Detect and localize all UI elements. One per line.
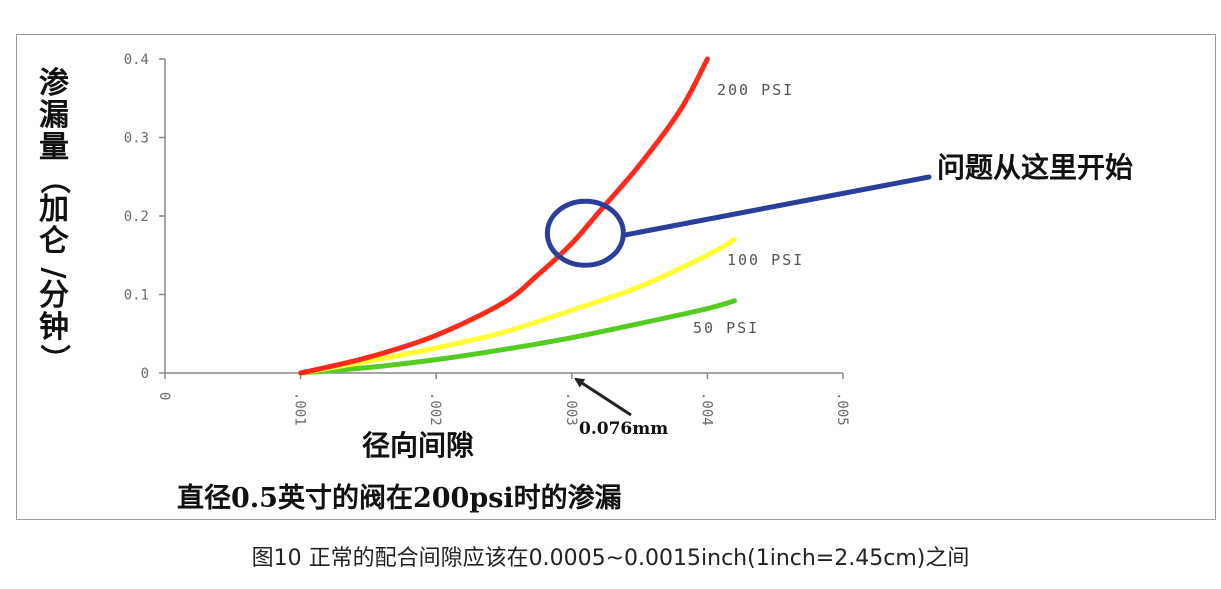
y-axis-label-char: 分 [39, 278, 69, 313]
figure-caption: 图10 正常的配合间隙应该在0.0005~0.0015inch(1inch=2.… [251, 546, 970, 571]
y-axis-label-char: 量 [39, 130, 69, 165]
x-tick-label: .001 [292, 392, 308, 426]
y-tick-label: 0.3 [124, 131, 149, 147]
chart-frame: 0 0.1 0.2 0.3 0.4 0 .001 .002 .003 .004 .005 200 P… [16, 34, 1216, 520]
clearance-arrow [574, 377, 632, 417]
series-label: 200 PSI [717, 81, 794, 99]
series-line-200-psi [298, 56, 710, 376]
chart-title: 直径0.5英寸的阀在200psi时的渗漏 [177, 482, 622, 514]
series-line-100-psi [298, 237, 738, 376]
y-tick-label: 0 [141, 366, 149, 382]
x-tick-label: .004 [698, 392, 714, 426]
series-labels: 200 PSI 100 PSI 50 PSI [693, 81, 804, 337]
y-tick-label: 0.2 [124, 209, 149, 225]
series-curves [298, 56, 738, 376]
problem-start-annotation: 问题从这里开始 [544, 151, 1133, 268]
axis-ticks: 0 0.1 0.2 0.3 0.4 0 .001 .002 .003 .004 .005 [124, 52, 850, 426]
x-tick-label: 0 [156, 392, 172, 400]
y-axis-label-char: 渗 [39, 66, 70, 101]
y-tick-label: 0.1 [124, 288, 149, 304]
series-label: 50 PSI [693, 319, 759, 337]
y-axis-label-char: 加 [39, 192, 69, 227]
y-axis-label-char: / [36, 268, 71, 279]
y-axis-label-char: （ [36, 164, 71, 194]
series-label: 100 PSI [727, 251, 804, 269]
y-axis-label-char: 仑 [39, 224, 69, 259]
problem-start-connector [620, 174, 932, 238]
problem-start-circle [544, 198, 626, 268]
x-tick-label: .005 [834, 392, 850, 426]
x-axis-label: 径向间隙 [362, 429, 474, 462]
y-axis-label-char: 漏 [39, 98, 69, 133]
clearance-label: 0.076mm [579, 419, 668, 439]
x-tick-label: .002 [427, 392, 443, 426]
series-line-50-psi [298, 298, 738, 376]
clearance-annotation: 0.076mm [574, 377, 668, 439]
x-tick-label: .003 [563, 392, 579, 426]
y-axis-label-char: 钟 [39, 310, 69, 345]
y-tick-label: 0.4 [124, 52, 149, 68]
leakage-chart: 0 0.1 0.2 0.3 0.4 0 .001 .002 .003 .004 .005 200 P… [36, 52, 1133, 514]
problem-start-label: 问题从这里开始 [937, 151, 1133, 184]
y-axis-label-char: ） [36, 344, 71, 374]
y-axis-label: 渗漏量（加仑 /分钟） [36, 66, 71, 374]
